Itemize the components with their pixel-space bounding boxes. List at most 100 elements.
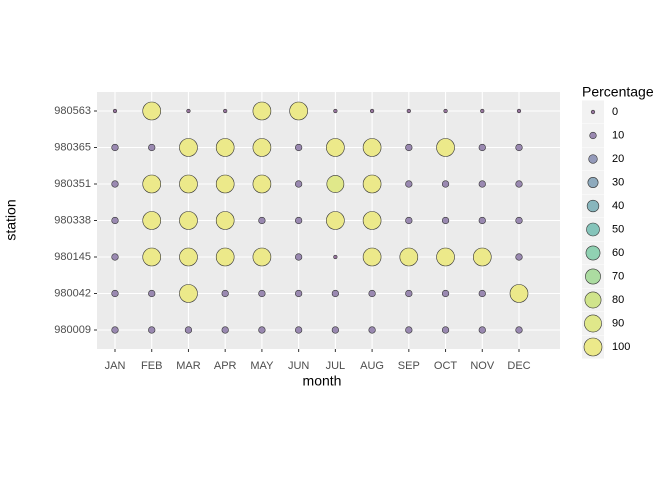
bubble xyxy=(362,174,382,194)
x-tick-label: JAN xyxy=(105,360,126,372)
bubble xyxy=(472,247,492,267)
bubble xyxy=(179,138,198,157)
legend-swatch xyxy=(589,131,597,140)
bubble xyxy=(223,108,228,114)
y-tick-label: 980365 xyxy=(54,141,91,153)
bubble xyxy=(295,216,303,225)
bubble xyxy=(142,174,162,194)
x-tick-label: MAR xyxy=(176,360,201,372)
legend-label: 10 xyxy=(612,129,624,141)
x-tick-label: NOV xyxy=(470,360,495,372)
legend-swatch xyxy=(585,245,601,261)
bubble xyxy=(215,138,235,157)
bubble xyxy=(258,216,266,225)
x-tick-label: OCT xyxy=(434,360,458,372)
bubble xyxy=(333,108,338,114)
bubble xyxy=(331,289,339,298)
bubble xyxy=(516,108,522,114)
y-tick-label: 980563 xyxy=(54,105,91,117)
y-axis-label: station xyxy=(3,199,19,240)
x-tick-label: JUL xyxy=(326,360,346,372)
bubble xyxy=(405,216,413,225)
bubble xyxy=(333,254,338,260)
bubble xyxy=(441,289,450,298)
x-tick-label: JUN xyxy=(288,360,309,372)
legend-label: 90 xyxy=(612,317,624,329)
bubble xyxy=(179,284,198,303)
bubble xyxy=(369,108,375,114)
bubble xyxy=(478,326,486,334)
x-axis-label: month xyxy=(303,373,342,389)
bubble xyxy=(326,138,345,157)
bubble xyxy=(258,326,266,334)
bubble xyxy=(480,108,485,114)
bubble xyxy=(179,174,198,194)
bubble xyxy=(215,174,235,194)
bubble xyxy=(509,284,529,303)
bubble xyxy=(221,326,229,334)
y-tick-label: 980145 xyxy=(54,251,91,263)
bubble xyxy=(362,247,382,267)
bubble xyxy=(405,326,413,334)
bubble xyxy=(362,211,382,230)
bubble xyxy=(515,326,523,334)
bubble xyxy=(289,101,308,121)
bubble xyxy=(295,289,303,298)
x-tick-label: SEP xyxy=(398,360,420,372)
bubble xyxy=(295,180,303,188)
legend-swatch xyxy=(583,337,603,357)
bubble xyxy=(186,108,191,114)
bubble xyxy=(142,247,162,267)
bubble xyxy=(478,289,486,298)
bubble xyxy=(515,216,523,225)
bubble xyxy=(179,247,198,267)
legend-label: 50 xyxy=(612,223,624,235)
x-tick-label: AUG xyxy=(360,360,384,372)
bubble xyxy=(515,253,523,261)
bubble xyxy=(148,326,156,334)
bubble xyxy=(441,180,450,188)
bubble xyxy=(368,326,376,334)
legend-swatch xyxy=(590,109,596,115)
bubble xyxy=(111,253,119,261)
bubble xyxy=(405,289,413,298)
legend-label: 100 xyxy=(612,341,630,353)
y-tick-label: 980351 xyxy=(54,178,91,190)
legend-swatch xyxy=(584,314,602,333)
bubble xyxy=(111,180,119,188)
x-tick-label: FEB xyxy=(141,360,162,372)
bubble xyxy=(406,108,411,114)
bubble xyxy=(405,143,413,152)
legend-label: 70 xyxy=(612,270,624,282)
bubble xyxy=(478,216,486,225)
bubble xyxy=(368,289,376,298)
bubble xyxy=(295,326,303,334)
legend-label: 80 xyxy=(612,294,624,306)
legend-label: 20 xyxy=(612,153,624,165)
bubble xyxy=(148,289,156,298)
bubble xyxy=(252,138,272,157)
bubble xyxy=(436,247,455,267)
y-tick-label: 980009 xyxy=(54,324,91,336)
bubble xyxy=(252,247,272,267)
y-tick-label: 980338 xyxy=(54,214,91,226)
legend-swatch xyxy=(585,268,601,285)
bubble xyxy=(515,143,523,152)
y-tick-label: 980042 xyxy=(54,287,91,299)
legend-swatch xyxy=(584,291,602,309)
bubble xyxy=(478,180,486,188)
bubble xyxy=(111,289,119,298)
legend-swatch xyxy=(588,154,598,164)
bubble xyxy=(295,143,303,152)
bubble xyxy=(405,180,413,188)
x-tick-label: DEC xyxy=(507,360,530,372)
bubble xyxy=(179,211,198,230)
legend-swatch xyxy=(587,177,599,188)
legend-swatch xyxy=(586,222,600,237)
x-tick-label: MAY xyxy=(250,360,274,372)
legend-title: Percentage xyxy=(582,84,654,100)
legend-swatch xyxy=(586,199,600,213)
bubble xyxy=(478,143,486,152)
bubble xyxy=(215,211,235,230)
x-tick-label: APR xyxy=(214,360,237,372)
